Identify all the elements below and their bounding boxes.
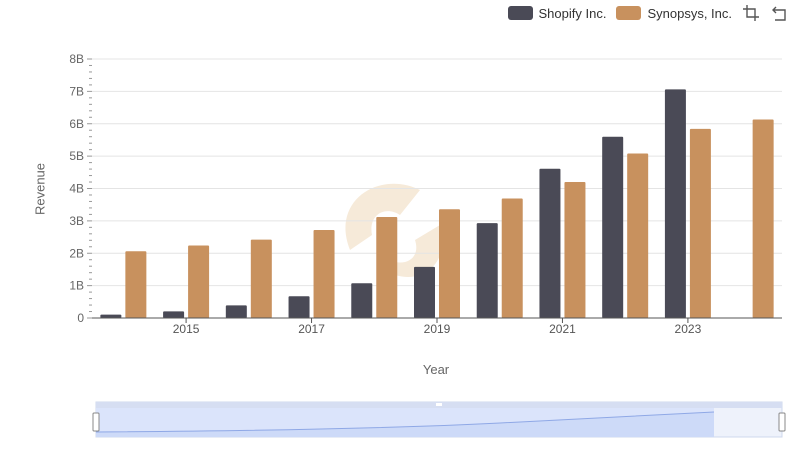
bar-shopify-2019[interactable] bbox=[414, 266, 435, 318]
navigator-line bbox=[95, 411, 715, 433]
bar-synopsys-2024[interactable] bbox=[752, 119, 774, 318]
y-tick-label: 0 bbox=[77, 311, 84, 325]
legend-label-synopsys: Synopsys, Inc. bbox=[647, 5, 732, 21]
bar-synopsys-2014[interactable] bbox=[125, 251, 147, 318]
legend-label-shopify: Shopify Inc. bbox=[538, 5, 607, 21]
zoom-select-icon[interactable] bbox=[742, 4, 760, 22]
legend-item-synopsys[interactable]: Synopsys, Inc. bbox=[616, 6, 732, 21]
x-axis-title: Year bbox=[422, 362, 450, 377]
x-tick-label: 2015 bbox=[173, 322, 200, 336]
y-tick-label: 4B bbox=[69, 182, 84, 196]
y-tick-label: 8B bbox=[69, 52, 84, 66]
y-tick-label: 7B bbox=[69, 84, 84, 98]
legend: Shopify Inc. Synopsys, Inc. bbox=[507, 4, 788, 22]
bar-synopsys-2020[interactable] bbox=[501, 198, 523, 318]
x-tick-label: 2021 bbox=[549, 322, 576, 336]
navigator-grip[interactable] bbox=[436, 403, 442, 406]
bar-shopify-2022[interactable] bbox=[602, 136, 624, 318]
bar-synopsys-2023[interactable] bbox=[689, 128, 711, 318]
y-tick-label: 2B bbox=[69, 246, 84, 260]
x-tick-label: 2023 bbox=[675, 322, 702, 336]
y-tick-label: 1B bbox=[69, 279, 84, 293]
bar-shopify-2018[interactable] bbox=[351, 283, 373, 318]
x-tick-label: 2019 bbox=[424, 322, 451, 336]
bar-shopify-2021[interactable] bbox=[539, 168, 561, 318]
y-tick-label: 6B bbox=[69, 117, 84, 131]
bar-shopify-2017[interactable] bbox=[288, 296, 310, 318]
y-axis-title: Revenue bbox=[32, 162, 48, 216]
bar-synopsys-2022[interactable] bbox=[627, 153, 649, 318]
legend-swatch-synopsys bbox=[616, 6, 642, 20]
bar-synopsys-2018[interactable] bbox=[376, 216, 398, 318]
zoom-reset-icon[interactable] bbox=[770, 4, 788, 22]
x-tick-label: 2017 bbox=[298, 322, 325, 336]
bar-shopify-2015[interactable] bbox=[163, 311, 185, 318]
bar-synopsys-2017[interactable] bbox=[313, 229, 335, 318]
y-tick-label: 3B bbox=[69, 214, 84, 228]
bar-synopsys-2021[interactable] bbox=[564, 182, 586, 318]
navigator-handle-right[interactable] bbox=[778, 412, 786, 432]
bar-shopify-2023[interactable] bbox=[664, 89, 686, 319]
legend-item-shopify[interactable]: Shopify Inc. bbox=[507, 5, 607, 21]
bar-synopsys-2019[interactable] bbox=[439, 209, 460, 318]
y-tick-label: 5B bbox=[69, 149, 84, 163]
bar-shopify-2014[interactable] bbox=[100, 314, 122, 318]
bar-shopify-2016[interactable] bbox=[225, 305, 247, 318]
navigator-handle-left[interactable] bbox=[92, 412, 100, 432]
bar-synopsys-2016[interactable] bbox=[250, 239, 272, 318]
bar-synopsys-2015[interactable] bbox=[188, 245, 210, 318]
bar-shopify-2020[interactable] bbox=[476, 223, 498, 318]
legend-swatch-shopify bbox=[507, 6, 533, 20]
